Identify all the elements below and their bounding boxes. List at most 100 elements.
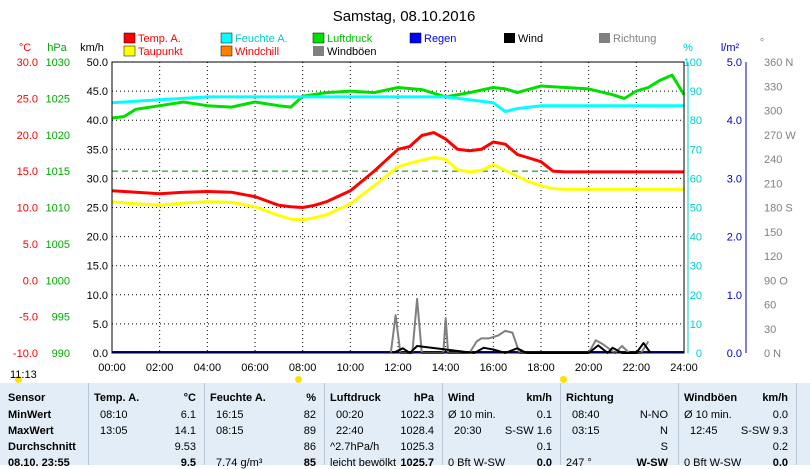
pressure-tick-label: 1010 bbox=[46, 203, 70, 215]
cell: 9.5 bbox=[180, 457, 196, 469]
cell: 1028.4 bbox=[400, 425, 434, 437]
cell: 12:45 bbox=[690, 425, 718, 437]
axis-ticks: 00:00 02:00 04:00 06:00 08:00 10:00 12:00 14:00… bbox=[13, 57, 796, 374]
divider bbox=[204, 383, 205, 465]
col-humidity: Feuchte A. % 16:15 82 08:15 89 86 7.74 g… bbox=[210, 383, 318, 469]
cell: 0.0 bbox=[536, 457, 552, 469]
cell: 7.74 g/m³ bbox=[216, 457, 263, 469]
legend-label-direction: Richtung bbox=[613, 33, 656, 45]
legend-swatch-pressure bbox=[312, 32, 325, 44]
divider bbox=[678, 383, 679, 465]
col-header: Luftdruck bbox=[330, 392, 381, 404]
cell: 1025.7 bbox=[400, 457, 434, 469]
x-tick-label: 14:00 bbox=[432, 362, 460, 374]
legend-swatch-windchill bbox=[220, 45, 233, 57]
weather-chart: Samstag, 08.10.2016 Temp. A. Feuchte A. … bbox=[13, 8, 796, 374]
pressure-tick-label: 1030 bbox=[46, 57, 70, 69]
cell: 6.1 bbox=[180, 409, 196, 421]
row-label: Durchschnitt bbox=[8, 441, 76, 453]
series-luftdruck bbox=[111, 73, 686, 120]
humidity-tick-label: 80 bbox=[690, 115, 702, 127]
divider bbox=[796, 383, 797, 465]
x-tick-label: 12:00 bbox=[384, 362, 412, 374]
humidity-tick-label: 60 bbox=[690, 173, 702, 185]
cell: 16:15 bbox=[216, 409, 244, 421]
cell: Ø 10 min. bbox=[684, 409, 732, 421]
legend: Temp. A. Feuchte A. Luftdruck Regen Wind… bbox=[123, 32, 656, 58]
cell: 1022.3 bbox=[400, 409, 434, 421]
humidity-tick-label: 90 bbox=[690, 86, 702, 98]
direction-tick-label: 300 bbox=[764, 106, 782, 118]
series-taupunkt bbox=[111, 155, 684, 222]
pressure-axis-unit: hPa bbox=[47, 42, 67, 54]
cell: 14.1 bbox=[174, 425, 196, 437]
cell: 13:05 bbox=[100, 425, 128, 437]
direction-tick-label: 210 bbox=[764, 178, 782, 190]
cell: 89 bbox=[303, 425, 316, 437]
direction-tick-label: 360 N bbox=[764, 57, 793, 69]
direction-tick-label: 30 bbox=[764, 324, 776, 336]
legend-label-gusts: Windböen bbox=[327, 46, 377, 58]
direction-tick-label: 180 S bbox=[764, 203, 793, 215]
direction-tick-label: 240 bbox=[764, 154, 782, 166]
humidity-tick-label: 30 bbox=[690, 261, 702, 273]
cell: S-SW 1.6 bbox=[504, 425, 552, 437]
wind-axis-unit: km/h bbox=[80, 42, 104, 54]
temp-tick-label: 20.0 bbox=[17, 130, 38, 142]
legend-swatch-dewpoint bbox=[123, 45, 136, 57]
direction-tick-label: 330 bbox=[764, 81, 782, 93]
x-tick-label: 24:00 bbox=[670, 362, 698, 374]
cell: leicht bewölkt bbox=[330, 457, 397, 469]
cell: 0.1 bbox=[536, 409, 552, 421]
temp-axis-unit: °C bbox=[19, 42, 31, 54]
row-label: 08.10. 23:55 bbox=[8, 457, 70, 469]
col-header: Wind bbox=[448, 392, 475, 404]
x-tick-label: 08:00 bbox=[289, 362, 317, 374]
col-temp: Temp. A. °C 08:10 6.1 13:05 14.1 9.53 9.… bbox=[94, 383, 200, 469]
cell: 9.53 bbox=[174, 441, 196, 453]
col-header: Windböen bbox=[684, 392, 738, 404]
humidity-tick-label: 10 bbox=[690, 319, 702, 331]
divider bbox=[442, 383, 443, 465]
direction-tick-label: 60 bbox=[764, 300, 776, 312]
plot-frame bbox=[111, 61, 685, 354]
divider bbox=[560, 383, 561, 465]
statistics-table: Sensor MinWert MaxWert Durchschnitt 08.1… bbox=[0, 383, 810, 469]
col-unit: °C bbox=[183, 392, 196, 404]
x-tick-label: 04:00 bbox=[194, 362, 222, 374]
col-gusts: Windböen km/h Ø 10 min. 0.0 12:45 S-SW 9… bbox=[684, 383, 792, 469]
wind-tick-label: 5.0 bbox=[93, 319, 108, 331]
cell: 22:40 bbox=[336, 425, 364, 437]
legend-label-temp: Temp. A. bbox=[138, 33, 181, 45]
legend-swatch-direction bbox=[599, 33, 610, 43]
cell: 0.0 bbox=[772, 457, 788, 469]
legend-label-windchill: Windchill bbox=[235, 46, 279, 58]
temp-tick-label: 5.0 bbox=[23, 239, 38, 251]
x-tick-label: 22:00 bbox=[623, 362, 651, 374]
cell: S-SW 9.3 bbox=[740, 425, 788, 437]
cell: 0 Bft W-SW bbox=[684, 457, 742, 469]
legend-label-dewpoint: Taupunkt bbox=[138, 46, 183, 58]
legend-swatch-temp bbox=[123, 32, 136, 44]
cell: N-NO bbox=[639, 409, 668, 421]
wind-tick-label: 25.0 bbox=[87, 203, 108, 215]
wind-tick-label: 0.0 bbox=[93, 348, 108, 360]
humidity-tick-label: 100 bbox=[684, 57, 702, 69]
humidity-tick-label: 40 bbox=[690, 232, 702, 244]
direction-axis-unit: ° bbox=[760, 37, 764, 49]
time-marker-sunrise bbox=[295, 376, 302, 383]
wind-tick-label: 40.0 bbox=[87, 115, 108, 127]
wind-tick-label: 10.0 bbox=[87, 290, 108, 302]
legend-swatch-wind bbox=[504, 33, 515, 43]
cell: N bbox=[660, 425, 668, 437]
chart-title: Samstag, 08.10.2016 bbox=[333, 8, 476, 25]
col-sensor: Sensor MinWert MaxWert Durchschnitt 08.1… bbox=[8, 383, 88, 469]
x-tick-label: 00:00 bbox=[98, 362, 126, 374]
series-feuchte-a- bbox=[111, 95, 684, 113]
humidity-tick-label: 20 bbox=[690, 290, 702, 302]
direction-tick-label: 0 N bbox=[764, 348, 781, 360]
wind-tick-label: 50.0 bbox=[87, 57, 108, 69]
series-windböen bbox=[389, 297, 650, 354]
direction-tick-label: 270 W bbox=[764, 130, 796, 142]
rain-tick-label: 1.0 bbox=[727, 290, 742, 302]
